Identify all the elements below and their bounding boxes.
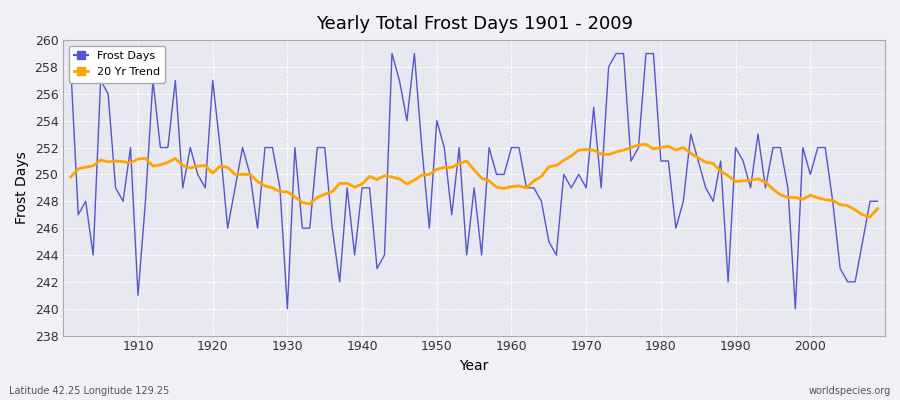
Text: worldspecies.org: worldspecies.org xyxy=(809,386,891,396)
Legend: Frost Days, 20 Yr Trend: Frost Days, 20 Yr Trend xyxy=(68,46,166,82)
Y-axis label: Frost Days: Frost Days xyxy=(15,152,29,224)
Title: Yearly Total Frost Days 1901 - 2009: Yearly Total Frost Days 1901 - 2009 xyxy=(316,15,633,33)
X-axis label: Year: Year xyxy=(460,359,489,373)
Text: Latitude 42.25 Longitude 129.25: Latitude 42.25 Longitude 129.25 xyxy=(9,386,169,396)
